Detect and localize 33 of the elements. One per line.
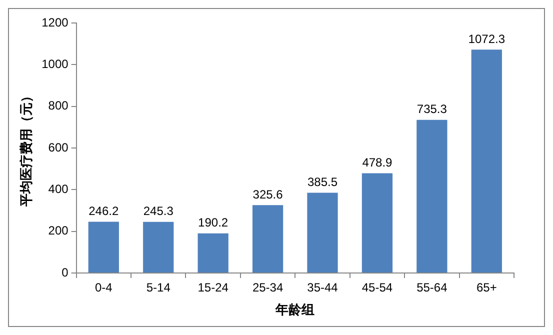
x-tick-label: 15-24: [198, 280, 229, 295]
x-axis-title: 年龄组: [274, 302, 315, 317]
bar: [198, 233, 228, 272]
y-tick-label: 600: [48, 140, 69, 154]
y-axis-title: 平均医疗费用（元）: [18, 90, 34, 208]
y-tick-label: 800: [48, 98, 69, 113]
data-label: 190.2: [198, 216, 228, 230]
data-label: 245.3: [143, 204, 174, 218]
bar: [307, 192, 338, 272]
y-tick-label: 400: [48, 182, 69, 196]
bar: [362, 173, 393, 272]
x-tick-label: 35-44: [307, 280, 338, 295]
x-tick-label: 65+: [476, 280, 497, 295]
y-tick-label: 1000: [42, 56, 69, 71]
data-label: 1072.3: [468, 32, 506, 46]
data-label: 385.5: [307, 175, 338, 189]
bar: [416, 120, 448, 272]
bar: [88, 222, 119, 272]
data-label: 735.3: [416, 102, 448, 116]
data-label: 478.9: [362, 156, 393, 170]
y-tick-label: 200: [48, 224, 69, 238]
y-tick-label: 0: [62, 265, 69, 280]
bar: [252, 205, 284, 272]
y-tick-label: 1200: [42, 15, 69, 30]
data-label: 246.2: [88, 204, 119, 218]
x-tick-label: 5-14: [146, 280, 171, 295]
bar: [143, 222, 174, 272]
x-tick-label: 45-54: [362, 280, 393, 295]
x-tick-label: 0-4: [94, 280, 113, 295]
x-tick-label: 25-34: [252, 280, 284, 295]
x-tick-label: 55-64: [416, 280, 448, 295]
data-label: 325.6: [252, 187, 284, 202]
bar: [471, 50, 502, 272]
